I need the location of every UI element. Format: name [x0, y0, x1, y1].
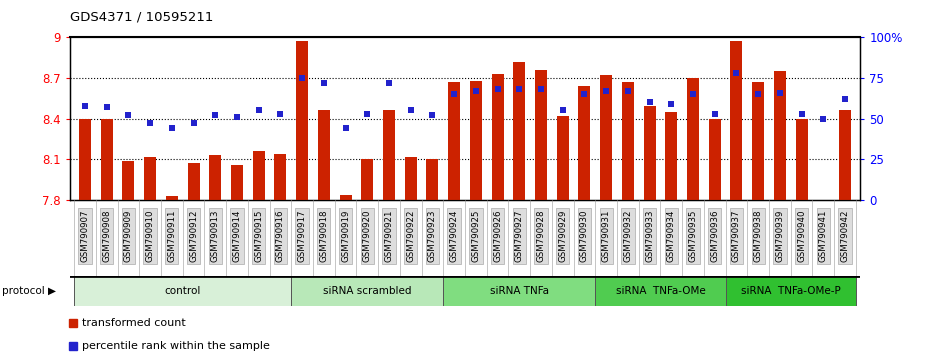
- Bar: [318, 110, 330, 200]
- Bar: [513, 62, 525, 200]
- Bar: [595, 276, 725, 306]
- Bar: [383, 110, 395, 200]
- Bar: [74, 276, 291, 306]
- Bar: [339, 195, 352, 200]
- Text: percentile rank within the sample: percentile rank within the sample: [83, 341, 271, 351]
- Bar: [444, 276, 595, 306]
- Bar: [665, 112, 677, 200]
- Bar: [600, 75, 612, 200]
- Bar: [839, 110, 851, 200]
- Bar: [188, 163, 200, 200]
- Bar: [253, 151, 265, 200]
- Bar: [644, 106, 656, 200]
- Bar: [752, 82, 764, 200]
- Bar: [578, 86, 591, 200]
- Text: siRNA TNFa: siRNA TNFa: [490, 286, 549, 296]
- Bar: [557, 116, 569, 200]
- Bar: [774, 71, 786, 200]
- Bar: [100, 119, 113, 200]
- Bar: [166, 196, 178, 200]
- Bar: [725, 276, 856, 306]
- Bar: [405, 156, 417, 200]
- Bar: [687, 78, 699, 200]
- Bar: [622, 82, 634, 200]
- Text: siRNA  TNFa-OMe: siRNA TNFa-OMe: [616, 286, 705, 296]
- Bar: [231, 165, 243, 200]
- Text: transformed count: transformed count: [83, 318, 186, 328]
- Text: protocol ▶: protocol ▶: [2, 286, 56, 296]
- Bar: [209, 155, 221, 200]
- Bar: [79, 119, 91, 200]
- Text: GDS4371 / 10595211: GDS4371 / 10595211: [70, 11, 213, 24]
- Bar: [144, 156, 156, 200]
- Bar: [470, 81, 482, 200]
- Bar: [274, 154, 286, 200]
- Bar: [730, 41, 742, 200]
- Bar: [296, 41, 308, 200]
- Text: siRNA scrambled: siRNA scrambled: [323, 286, 411, 296]
- Bar: [448, 82, 460, 200]
- Bar: [123, 161, 134, 200]
- Text: control: control: [165, 286, 201, 296]
- Bar: [291, 276, 444, 306]
- Bar: [492, 74, 503, 200]
- Bar: [361, 159, 373, 200]
- Text: siRNA  TNFa-OMe-P: siRNA TNFa-OMe-P: [741, 286, 841, 296]
- Bar: [535, 70, 547, 200]
- Bar: [796, 119, 807, 200]
- Bar: [427, 159, 438, 200]
- Bar: [709, 119, 721, 200]
